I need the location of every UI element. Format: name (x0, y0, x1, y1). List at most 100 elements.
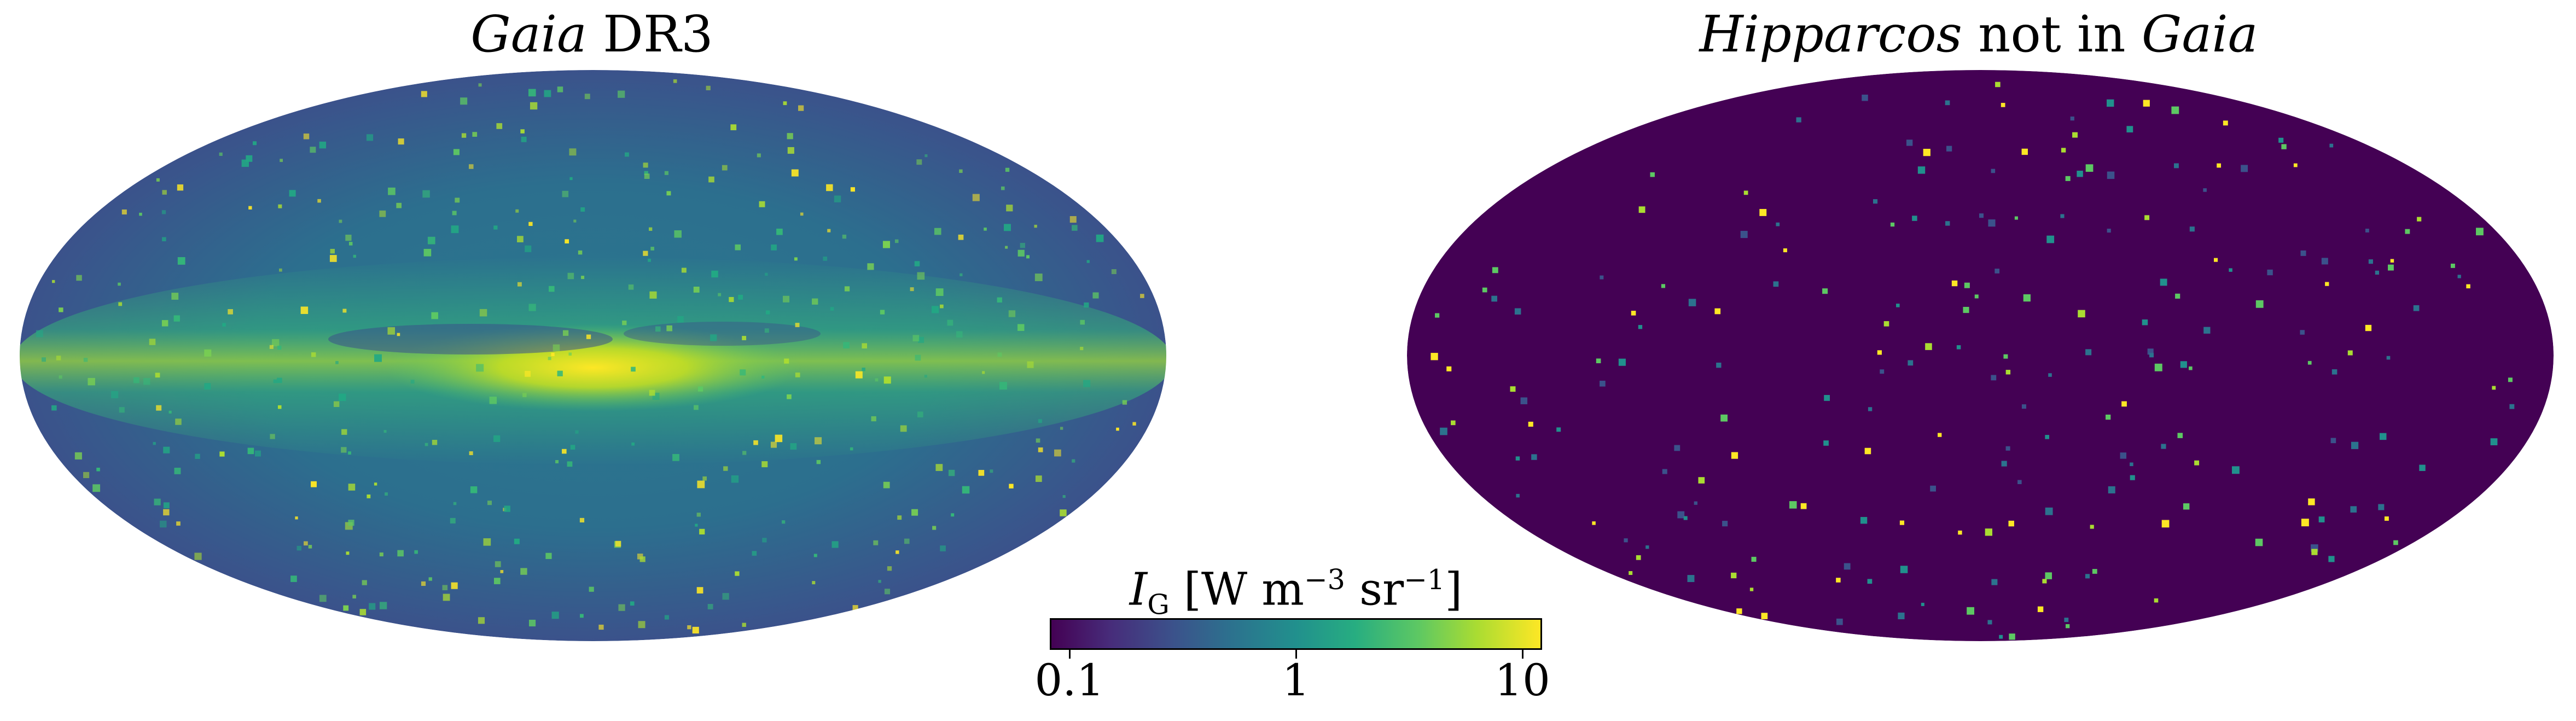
hipparcos-star-point (1873, 199, 1878, 204)
gaia-star-point (341, 429, 347, 435)
hipparcos-star-point (2328, 556, 2335, 562)
gaia-star-point (83, 472, 90, 478)
gaia-star-point (470, 486, 478, 493)
colorbar-tick-0 (1069, 650, 1071, 659)
hipparcos-star-point (1592, 521, 1596, 525)
gaia-star-point (163, 502, 170, 509)
gaia-dust-lane-2 (624, 322, 821, 346)
gaia-star-point (177, 257, 185, 265)
hipparcos-star-point (2267, 269, 2273, 276)
gaia-star-point (387, 327, 396, 335)
gaia-star-point (397, 333, 400, 336)
gaia-star-point (379, 210, 386, 217)
gaia-star-point (916, 159, 922, 165)
hipparcos-star-point (1930, 485, 1936, 492)
gaia-star-point (782, 520, 786, 524)
gaia-star-point (762, 538, 767, 543)
gaia-star-point (883, 376, 891, 384)
gaia-star-point (450, 518, 456, 524)
gaia-star-point (1072, 459, 1075, 463)
gaia-star-point (931, 306, 939, 313)
hipparcos-star-point (1912, 216, 1917, 221)
gaia-star-point (385, 492, 388, 496)
gaia-star-point (722, 593, 729, 600)
colorbar-label-var: I (1129, 563, 1148, 616)
gaia-star-point (453, 149, 460, 155)
hipparcos-star-point (2308, 498, 2315, 505)
gaia-star-point (162, 237, 166, 242)
hipparcos-star-point (1917, 166, 1926, 174)
gaia-star-point (956, 331, 963, 338)
colorbar-tick-1 (1295, 650, 1297, 659)
gaia-star-point (643, 162, 648, 168)
gaia-star-point (795, 373, 800, 377)
gaia-star-point (160, 520, 167, 528)
gaia-star-point (997, 297, 1002, 303)
hipparcos-star-point (1446, 366, 1452, 371)
gaia-star-point (631, 442, 635, 446)
hipparcos-star-point (2045, 435, 2050, 439)
gaia-star-point (204, 349, 212, 357)
hipparcos-star-point (2005, 446, 2010, 451)
gaia-star-point (427, 236, 435, 245)
gaia-star-point (932, 526, 937, 530)
gaia-star-point (83, 358, 88, 362)
gaia-star-point (335, 360, 339, 364)
gaia-star-point (248, 206, 252, 210)
gaia-star-point (295, 516, 298, 520)
hipparcos-star-point (1883, 321, 1889, 327)
hipparcos-star-point (1531, 454, 1537, 460)
hipparcos-star-point (2223, 120, 2228, 126)
gaia-star-point (742, 451, 747, 455)
colorbar-label: IG [W m−3 sr−1] (1130, 554, 1462, 631)
hipparcos-star-point (2375, 270, 2380, 275)
gaia-star-point (530, 102, 538, 110)
hipparcos-star-point (2365, 229, 2369, 232)
hipparcos-star-point (2325, 282, 2329, 286)
gaia-star-point (978, 470, 985, 476)
hipparcos-star-point (2171, 106, 2179, 114)
gaia-star-point (269, 345, 274, 349)
hipparcos-star-point (1743, 190, 1748, 195)
gaia-star-point (397, 550, 404, 557)
hipparcos-star-point (1987, 620, 1992, 625)
gaia-star-point (873, 540, 879, 545)
hipparcos-star-point (2183, 503, 2190, 510)
hipparcos-star-point (1776, 222, 1780, 226)
hipparcos-star-point (1967, 607, 1975, 615)
hipparcos-star-point (1761, 613, 1768, 619)
hipparcos-star-point (2121, 401, 2127, 407)
hipparcos-star-point (1823, 440, 1829, 446)
gaia-star-point (687, 625, 691, 630)
gaia-star-point (940, 304, 944, 309)
gaia-star-point (253, 141, 257, 146)
gaia-star-point (787, 147, 794, 154)
gaia-star-point (875, 378, 879, 382)
hipparcos-star-point (2090, 525, 2094, 529)
gaia-star-point (958, 234, 964, 240)
hipparcos-star-point (1836, 578, 1841, 583)
gaia-star-point (1086, 260, 1090, 263)
gaia-star-point (155, 373, 160, 378)
hipparcos-star-point (2293, 163, 2298, 167)
gaia-star-point (761, 375, 765, 379)
gaia-star-point (1004, 224, 1011, 231)
hipparcos-star-point (1528, 421, 1533, 427)
gaia-star-point (697, 386, 703, 392)
gaia-star-point (453, 502, 457, 505)
hipparcos-star-point (2130, 475, 2135, 480)
gaia-star-point (999, 382, 1007, 390)
hipparcos-star-point (1714, 308, 1721, 315)
hipparcos-star-point (1515, 456, 1520, 461)
gaia-star-point (489, 397, 497, 404)
gaia-star-point (1080, 319, 1085, 325)
gaia-star-point (549, 286, 555, 292)
gaia-star-point (649, 389, 655, 396)
gaia-star-point (896, 550, 899, 554)
hipparcos-star-point (1431, 353, 1438, 360)
gaia-star-point (812, 298, 818, 305)
gaia-star-point (421, 581, 426, 586)
gaia-star-point (479, 309, 487, 317)
gaia-star-point (478, 617, 485, 624)
gaia-star-point (951, 513, 955, 517)
